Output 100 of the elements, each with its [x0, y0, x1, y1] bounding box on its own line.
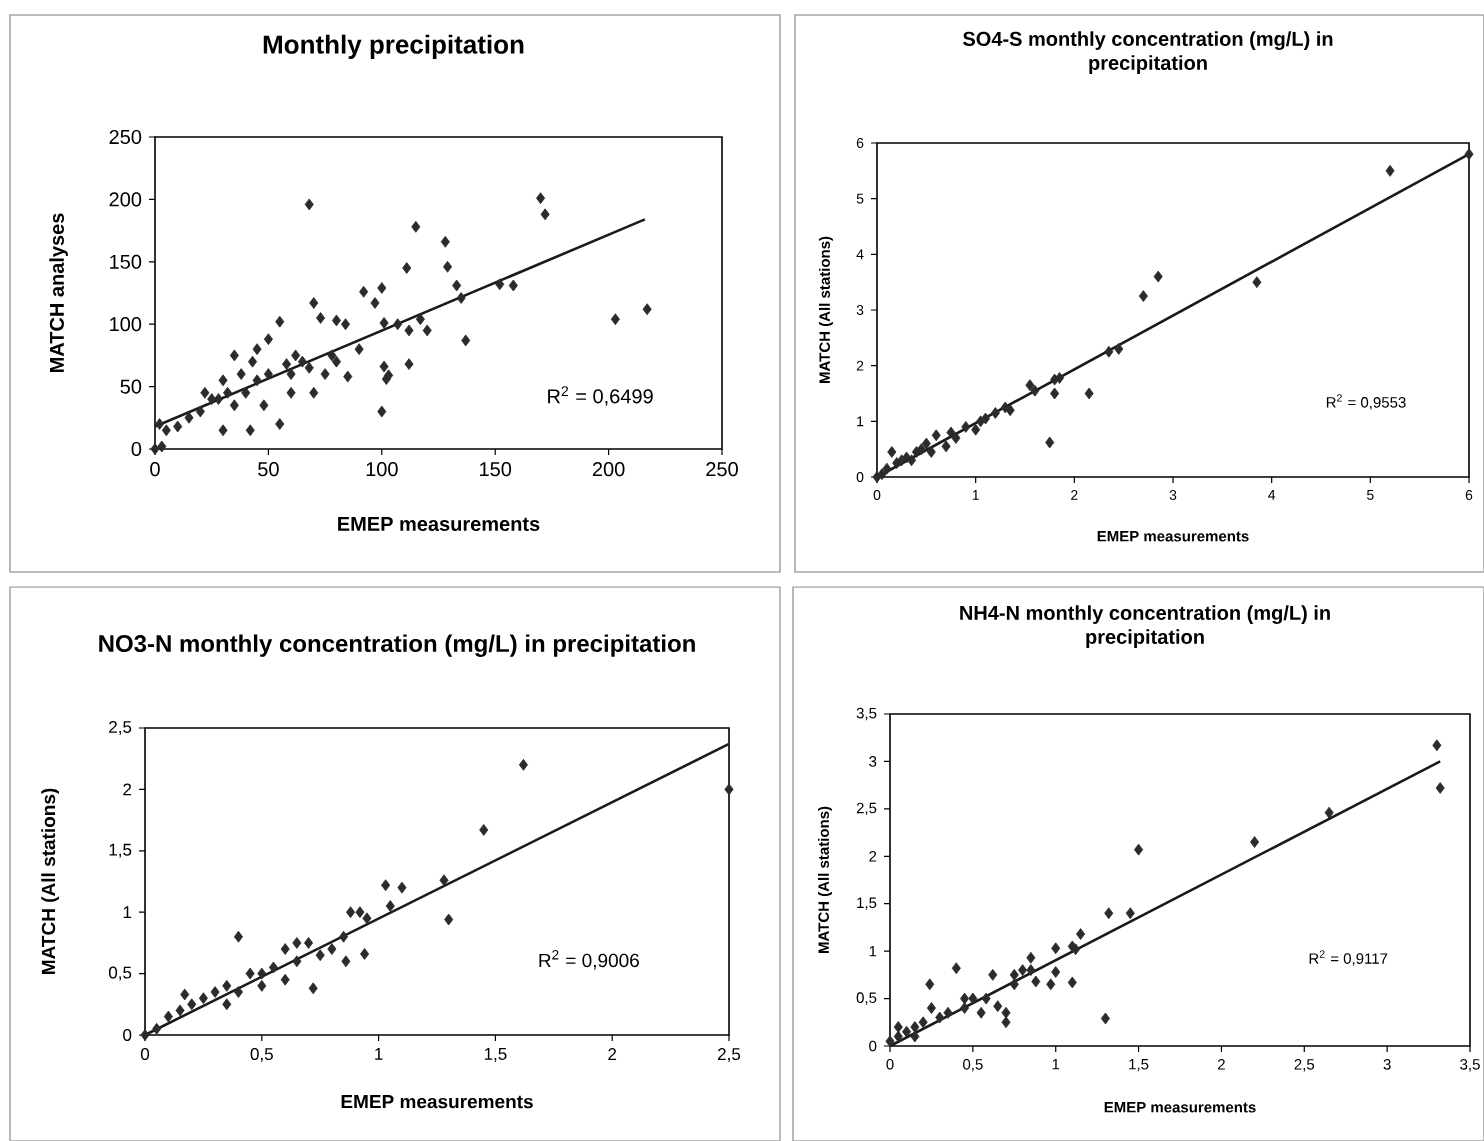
point: [976, 1006, 986, 1019]
x-tick-label: 3: [1169, 490, 1177, 500]
point: [988, 968, 998, 981]
point: [397, 881, 407, 894]
point: [1009, 978, 1019, 991]
point: [360, 948, 370, 960]
y-tick-label: 1,5: [109, 843, 132, 858]
point: [1045, 436, 1055, 449]
x-tick-label: 150: [480, 462, 512, 477]
x-tick-label: 5: [1367, 490, 1374, 500]
y-tick-label: 3: [856, 305, 864, 315]
x-tick-label: 100: [366, 462, 398, 477]
chart-title: NH4-N monthly concentration (mg/L) in precipitation: [960, 605, 1330, 648]
chart-title: NO3-N monthly concentration (mg/L) in precipitation: [99, 634, 695, 657]
point: [152, 1022, 162, 1035]
y-axis-title: MATCH (All stations): [817, 806, 832, 954]
point: [1031, 975, 1041, 988]
point: [1067, 976, 1077, 989]
point: [1324, 806, 1334, 819]
point: [1009, 968, 1019, 981]
point: [926, 446, 936, 458]
point: [935, 1011, 945, 1024]
point: [233, 986, 243, 998]
point: [308, 982, 318, 995]
point: [990, 407, 1000, 419]
point: [1125, 907, 1135, 920]
x-tick-label: 0: [886, 1059, 894, 1070]
point: [222, 998, 232, 1011]
point: [1046, 978, 1056, 991]
annotation: R$^{2}$ = 0,9553: [1326, 394, 1406, 410]
x-tick-label: 200: [592, 462, 625, 477]
y-tick-label: 2,5: [109, 720, 132, 735]
y-tick-label: 0,5: [108, 966, 132, 981]
x-tick-label: 2: [1071, 490, 1078, 500]
point: [918, 1016, 928, 1029]
point: [893, 1030, 903, 1043]
point: [885, 1035, 895, 1048]
point: [981, 412, 991, 425]
y-tick-label: 150: [110, 254, 142, 269]
x-tick-label: 0: [150, 462, 160, 477]
x-tick-label: 1: [1052, 1059, 1060, 1070]
point: [1001, 1016, 1011, 1029]
x-tick-label: 6: [1465, 490, 1473, 500]
point: [960, 1002, 970, 1014]
y-tick-label: 3,5: [856, 707, 877, 721]
point: [180, 988, 190, 1001]
y-tick-label: 2: [869, 851, 877, 862]
point: [257, 967, 267, 980]
y-tick-label: 0: [869, 1040, 877, 1052]
point: [951, 962, 961, 975]
point: [877, 468, 887, 481]
point: [163, 1010, 173, 1023]
point: [960, 992, 970, 1005]
point: [385, 900, 395, 912]
point: [961, 420, 971, 433]
x-tick-label: 2,5: [1294, 1059, 1315, 1072]
x-tick-label: 2: [608, 1048, 617, 1060]
x-axis-title: EMEP measurements: [1097, 531, 1249, 542]
point: [339, 930, 349, 943]
y-tick-label: 4: [856, 249, 864, 260]
y-tick-label: 2,5: [856, 802, 877, 816]
point: [280, 943, 290, 955]
point: [315, 949, 325, 962]
y-tick-label: 200: [109, 192, 142, 207]
point: [993, 1000, 1003, 1013]
point: [943, 1006, 953, 1019]
point: [268, 961, 279, 974]
y-tick-label: 2: [123, 783, 132, 796]
y-tick-label: 100: [110, 317, 142, 332]
point: [902, 1025, 912, 1038]
y-tick-label: 0: [131, 441, 142, 457]
x-tick-label: 2,5: [718, 1048, 741, 1063]
point: [724, 783, 734, 796]
point: [910, 1021, 920, 1033]
point: [1100, 1012, 1110, 1025]
point: [175, 1004, 185, 1017]
point: [1026, 964, 1036, 976]
point: [1138, 290, 1148, 302]
point: [931, 429, 941, 442]
annotation: R$^{2}$ = 0,9006: [539, 950, 639, 970]
point: [925, 978, 935, 991]
x-axis-title: EMEP measurements: [338, 517, 540, 531]
x-tick-label: 1: [375, 1048, 383, 1060]
point: [1084, 387, 1094, 400]
y-tick-label: 0: [123, 1028, 132, 1041]
y-tick-label: 6: [856, 138, 864, 148]
x-axis-title: EMEP measurements: [1104, 1102, 1256, 1113]
point: [1252, 276, 1262, 289]
point: [1114, 343, 1124, 355]
x-tick-label: 50: [258, 462, 279, 477]
y-axis-title: MATCH analyses: [49, 213, 68, 373]
y-tick-label: 3: [869, 756, 877, 767]
point: [951, 432, 961, 444]
point: [1050, 387, 1060, 400]
annotation: R$^{2}$ = 0,6499: [548, 386, 653, 406]
point: [910, 1030, 920, 1043]
x-tick-label: 0: [140, 1048, 150, 1061]
y-axis-title: MATCH (All stations): [818, 236, 833, 384]
point: [1250, 836, 1260, 848]
annotation: R$^{2}$ = 0,9117: [1309, 950, 1388, 966]
